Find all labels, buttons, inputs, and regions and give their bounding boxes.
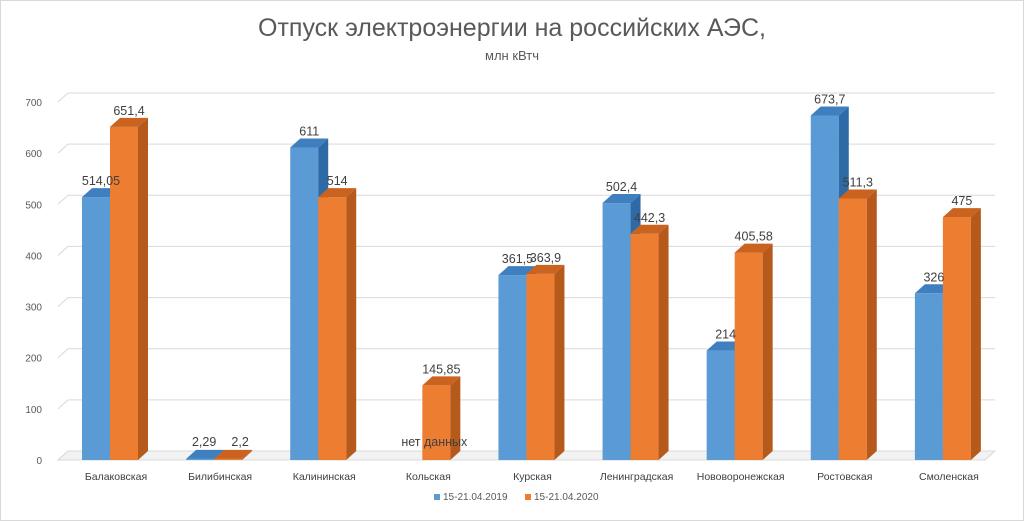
legend-label-2020: 15-21.04.2020 — [534, 492, 599, 503]
bars — [82, 106, 981, 461]
y-tick-label: 500 — [25, 200, 42, 211]
bar — [838, 189, 877, 460]
y-tick-label: 0 — [36, 456, 42, 467]
bar — [422, 376, 461, 460]
x-axis: Балаковская Билибинская Калининская Кольска… — [85, 471, 979, 483]
gridline — [57, 348, 995, 359]
y-tick-label: 700 — [25, 98, 42, 109]
x-tick-label: Балаковская — [85, 471, 147, 483]
legend-swatch-2019 — [434, 494, 440, 500]
bar — [526, 264, 565, 460]
chart-subtitle: млн кВтч — [485, 48, 539, 63]
x-tick-label: Смоленская — [919, 471, 979, 483]
data-labels: 514,05 651,4 2,2 611 514 нет данных 145,85 361,… — [82, 92, 972, 449]
gridline — [57, 297, 995, 307]
bar — [318, 188, 357, 460]
data-label: 502,4 — [606, 180, 637, 194]
y-tick-label: 400 — [25, 251, 42, 262]
legend: 15-21.04.2019 15-21.04.2020 — [434, 492, 599, 503]
data-label: 405,58 — [735, 230, 773, 244]
data-label: 511,3 — [843, 176, 873, 190]
gridline — [57, 245, 995, 256]
gridline — [57, 92, 995, 103]
data-label: 145,85 — [422, 362, 460, 376]
y-tick-label: 300 — [25, 303, 42, 314]
data-label: 2,2 — [231, 435, 248, 449]
x-tick-label: Ростовская — [817, 471, 872, 483]
data-label: 214 — [715, 328, 736, 342]
legend-swatch-2020 — [525, 494, 531, 500]
x-tick-label: Калининская — [293, 471, 356, 483]
x-tick-label: Курская — [513, 471, 552, 483]
gridline — [57, 194, 995, 205]
y-axis: 0 100 200 300 400 500 600 700 — [25, 98, 42, 467]
x-tick-label: Нововоронежская — [697, 471, 785, 483]
x-tick-label: Билибинская — [188, 471, 252, 483]
y-tick-label: 100 — [25, 405, 42, 416]
bar — [110, 117, 148, 460]
data-label: 363,9 — [530, 251, 561, 265]
data-label: 651,4 — [113, 104, 144, 118]
data-label: 514 — [327, 174, 348, 188]
data-label: 475 — [951, 194, 972, 208]
x-tick-label: Ленинградская — [600, 471, 673, 483]
gridline — [57, 450, 995, 461]
gridline — [57, 143, 995, 154]
bar — [942, 208, 981, 460]
bar — [630, 224, 669, 460]
data-label: нет данных — [401, 435, 468, 449]
data-label: 611 — [299, 125, 319, 139]
data-label: 2,29 — [192, 435, 216, 449]
gridline — [57, 399, 995, 410]
bar — [214, 449, 253, 460]
y-tick-label: 200 — [25, 354, 42, 365]
chart-title: Отпуск электроэнергии на российских АЭС, — [258, 14, 766, 42]
data-label: 442,3 — [634, 211, 665, 225]
bar — [734, 243, 773, 460]
data-label: 673,7 — [814, 92, 845, 106]
data-label: 326 — [923, 270, 944, 284]
y-tick-label: 600 — [25, 149, 42, 160]
data-label: 514,05 — [82, 174, 120, 188]
x-tick-label: Кольская — [406, 471, 451, 483]
data-label: 361,5 — [502, 252, 533, 266]
legend-label-2019: 15-21.04.2019 — [443, 492, 508, 503]
